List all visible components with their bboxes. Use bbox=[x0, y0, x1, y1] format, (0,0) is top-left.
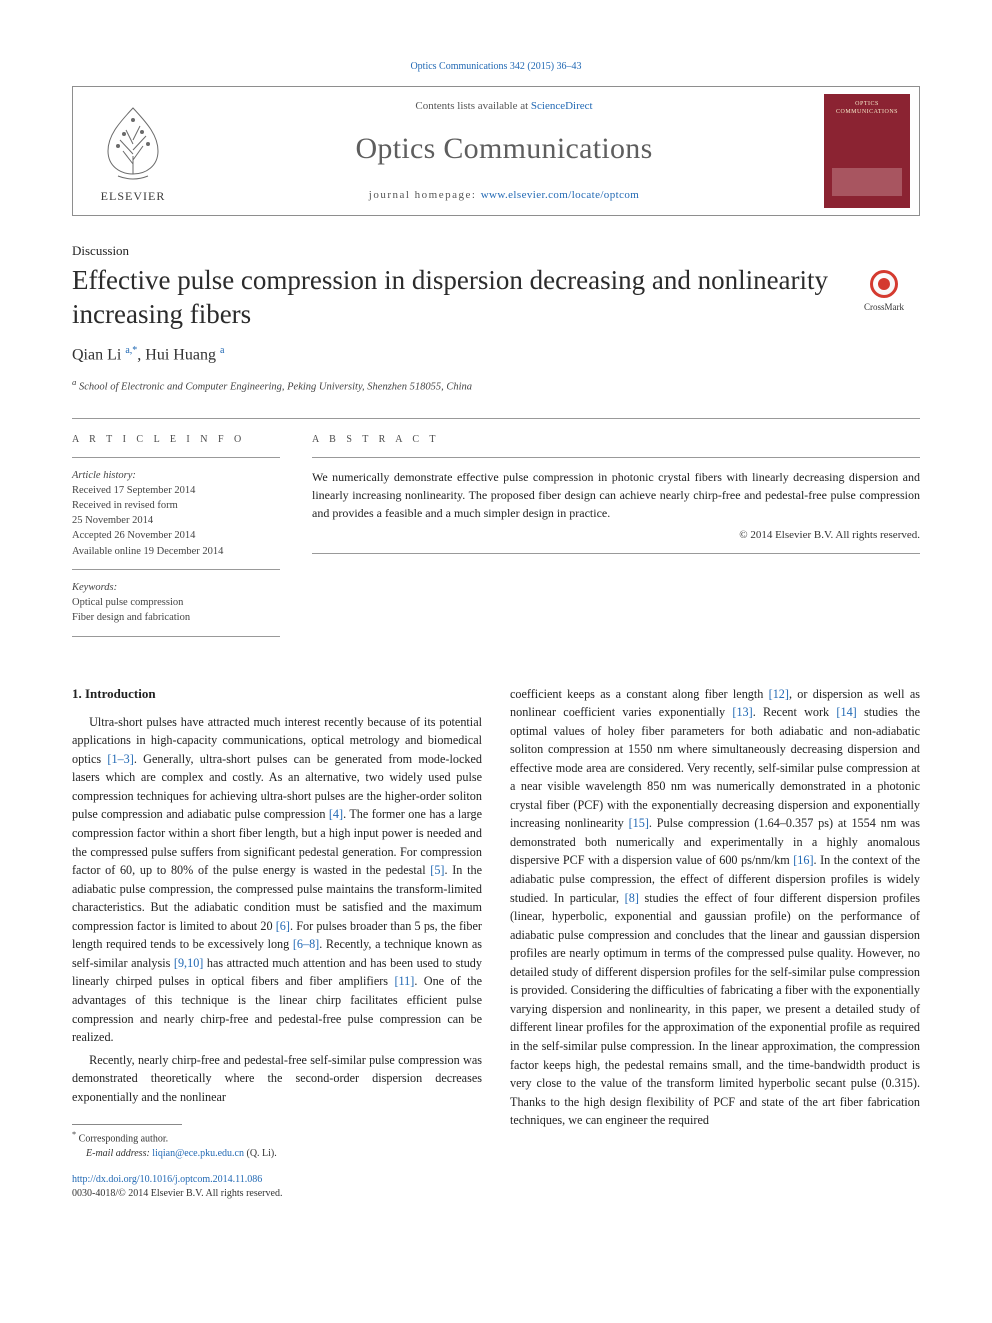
ref-9-10[interactable]: [9,10] bbox=[174, 956, 203, 970]
p3a: coefficient keeps as a constant along fi… bbox=[510, 687, 769, 701]
affiliation-text: School of Electronic and Computer Engine… bbox=[79, 382, 472, 393]
ref-4[interactable]: [4] bbox=[329, 807, 343, 821]
ref-16[interactable]: [16] bbox=[793, 853, 813, 867]
homepage-label: journal homepage: bbox=[369, 189, 481, 201]
keyword-2: Fiber design and fabrication bbox=[72, 610, 280, 625]
rule-above-meta bbox=[72, 418, 920, 419]
ref-6[interactable]: [6] bbox=[276, 919, 290, 933]
rule-above-keywords bbox=[72, 569, 280, 570]
cover-title: OPTICS COMMUNICATIONS bbox=[828, 100, 906, 117]
email-who: (Q. Li). bbox=[244, 1148, 277, 1159]
keyword-1: Optical pulse compression bbox=[72, 595, 280, 610]
rule-under-abstract-heading bbox=[312, 457, 920, 458]
sciencedirect-link[interactable]: ScienceDirect bbox=[531, 100, 593, 112]
p3d: studies the optimal values of holey fibe… bbox=[510, 705, 920, 830]
intro-para-1: Ultra-short pulses have attracted much i… bbox=[72, 713, 482, 1047]
article-info-heading: A R T I C L E I N F O bbox=[72, 433, 280, 447]
email-footnote: E-mail address: liqian@ece.pku.edu.cn (Q… bbox=[72, 1147, 482, 1161]
article-history: Article history: Received 17 September 2… bbox=[72, 468, 280, 559]
history-revised-1: Received in revised form bbox=[72, 498, 280, 513]
contents-prefix: Contents lists available at bbox=[415, 100, 530, 112]
article-title: Effective pulse compression in dispersio… bbox=[72, 264, 830, 332]
journal-name: Optics Communications bbox=[355, 128, 652, 170]
author-2-aff-link[interactable]: a bbox=[220, 345, 224, 356]
history-revised-2: 25 November 2014 bbox=[72, 513, 280, 528]
homepage-line: journal homepage: www.elsevier.com/locat… bbox=[369, 188, 639, 203]
header-center: Contents lists available at ScienceDirec… bbox=[193, 87, 815, 215]
elsevier-tree-logo-icon: ELSEVIER bbox=[88, 96, 178, 206]
email-link[interactable]: liqian@ece.pku.edu.cn bbox=[152, 1148, 244, 1159]
meta-row: A R T I C L E I N F O Article history: R… bbox=[72, 433, 920, 647]
title-row: Effective pulse compression in dispersio… bbox=[72, 264, 920, 344]
keywords: Keywords: Optical pulse compression Fibe… bbox=[72, 580, 280, 626]
intro-para-3: coefficient keeps as a constant along fi… bbox=[510, 685, 920, 1130]
p3g: studies the effect of four different dis… bbox=[510, 891, 920, 1128]
footnote-corr: Corresponding author. bbox=[79, 1134, 168, 1145]
ref-12[interactable]: [12] bbox=[769, 687, 789, 701]
abstract-heading: A B S T R A C T bbox=[312, 433, 920, 447]
affiliation: a School of Electronic and Computer Engi… bbox=[72, 376, 920, 395]
ref-15[interactable]: [15] bbox=[629, 816, 649, 830]
section-1-heading: 1. Introduction bbox=[72, 685, 482, 703]
keywords-label: Keywords: bbox=[72, 580, 280, 595]
author-1: Qian Li bbox=[72, 346, 121, 363]
p3c: . Recent work bbox=[753, 705, 837, 719]
doi-link[interactable]: http://dx.doi.org/10.1016/j.optcom.2014.… bbox=[72, 1174, 262, 1185]
journal-homepage-link[interactable]: www.elsevier.com/locate/optcom bbox=[481, 189, 640, 201]
affiliation-sup: a bbox=[72, 377, 76, 387]
abstract-text: We numerically demonstrate effective pul… bbox=[312, 468, 920, 522]
corresponding-footnote: * Corresponding author. bbox=[72, 1129, 482, 1146]
spacer bbox=[72, 655, 920, 685]
cover-figure-placeholder bbox=[832, 168, 902, 196]
left-column: 1. Introduction Ultra-short pulses have … bbox=[72, 685, 482, 1201]
doi-block: http://dx.doi.org/10.1016/j.optcom.2014.… bbox=[72, 1173, 482, 1201]
rule-under-keywords bbox=[72, 636, 280, 637]
journal-cover-thumbnail: OPTICS COMMUNICATIONS bbox=[824, 94, 910, 208]
rule-under-info-heading bbox=[72, 457, 280, 458]
crossmark-badge[interactable]: CrossMark bbox=[848, 270, 920, 314]
elsevier-wordmark: ELSEVIER bbox=[101, 189, 166, 203]
contents-line: Contents lists available at ScienceDirec… bbox=[415, 99, 592, 114]
history-online: Available online 19 December 2014 bbox=[72, 544, 280, 559]
abstract-block: A B S T R A C T We numerically demonstra… bbox=[312, 433, 920, 647]
top-citation: Optics Communications 342 (2015) 36–43 bbox=[72, 60, 920, 74]
crossmark-label: CrossMark bbox=[864, 301, 904, 314]
history-label: Article history: bbox=[72, 468, 280, 483]
page: Optics Communications 342 (2015) 36–43 E… bbox=[0, 0, 992, 1241]
intro-para-2: Recently, nearly chirp-free and pedestal… bbox=[72, 1051, 482, 1107]
article-info: A R T I C L E I N F O Article history: R… bbox=[72, 433, 280, 647]
ref-11[interactable]: [11] bbox=[394, 974, 414, 988]
rule-under-abstract bbox=[312, 553, 920, 554]
footnote-rule bbox=[72, 1124, 182, 1125]
ref-1-3[interactable]: [1–3] bbox=[107, 752, 133, 766]
ref-8[interactable]: [8] bbox=[625, 891, 639, 905]
email-label: E-mail address: bbox=[86, 1148, 152, 1159]
body-columns: 1. Introduction Ultra-short pulses have … bbox=[72, 685, 920, 1201]
history-received: Received 17 September 2014 bbox=[72, 483, 280, 498]
ref-5[interactable]: [5] bbox=[430, 863, 444, 877]
journal-header: ELSEVIER Contents lists available at Sci… bbox=[72, 86, 920, 216]
ref-14[interactable]: [14] bbox=[836, 705, 856, 719]
citation-link[interactable]: Optics Communications 342 (2015) 36–43 bbox=[410, 61, 581, 72]
article-type: Discussion bbox=[72, 242, 920, 260]
elsevier-logo-cell: ELSEVIER bbox=[73, 87, 193, 215]
abstract-copyright: © 2014 Elsevier B.V. All rights reserved… bbox=[312, 528, 920, 543]
ref-13[interactable]: [13] bbox=[732, 705, 752, 719]
journal-cover-cell: OPTICS COMMUNICATIONS bbox=[815, 87, 919, 215]
crossmark-icon bbox=[870, 270, 898, 298]
footnote-star: * bbox=[72, 1130, 76, 1139]
ref-6-8[interactable]: [6–8] bbox=[293, 937, 319, 951]
author-2: Hui Huang bbox=[145, 346, 216, 363]
history-accepted: Accepted 26 November 2014 bbox=[72, 528, 280, 543]
authors: Qian Li a,*, Hui Huang a bbox=[72, 344, 920, 367]
issn-line: 0030-4018/© 2014 Elsevier B.V. All right… bbox=[72, 1188, 282, 1199]
